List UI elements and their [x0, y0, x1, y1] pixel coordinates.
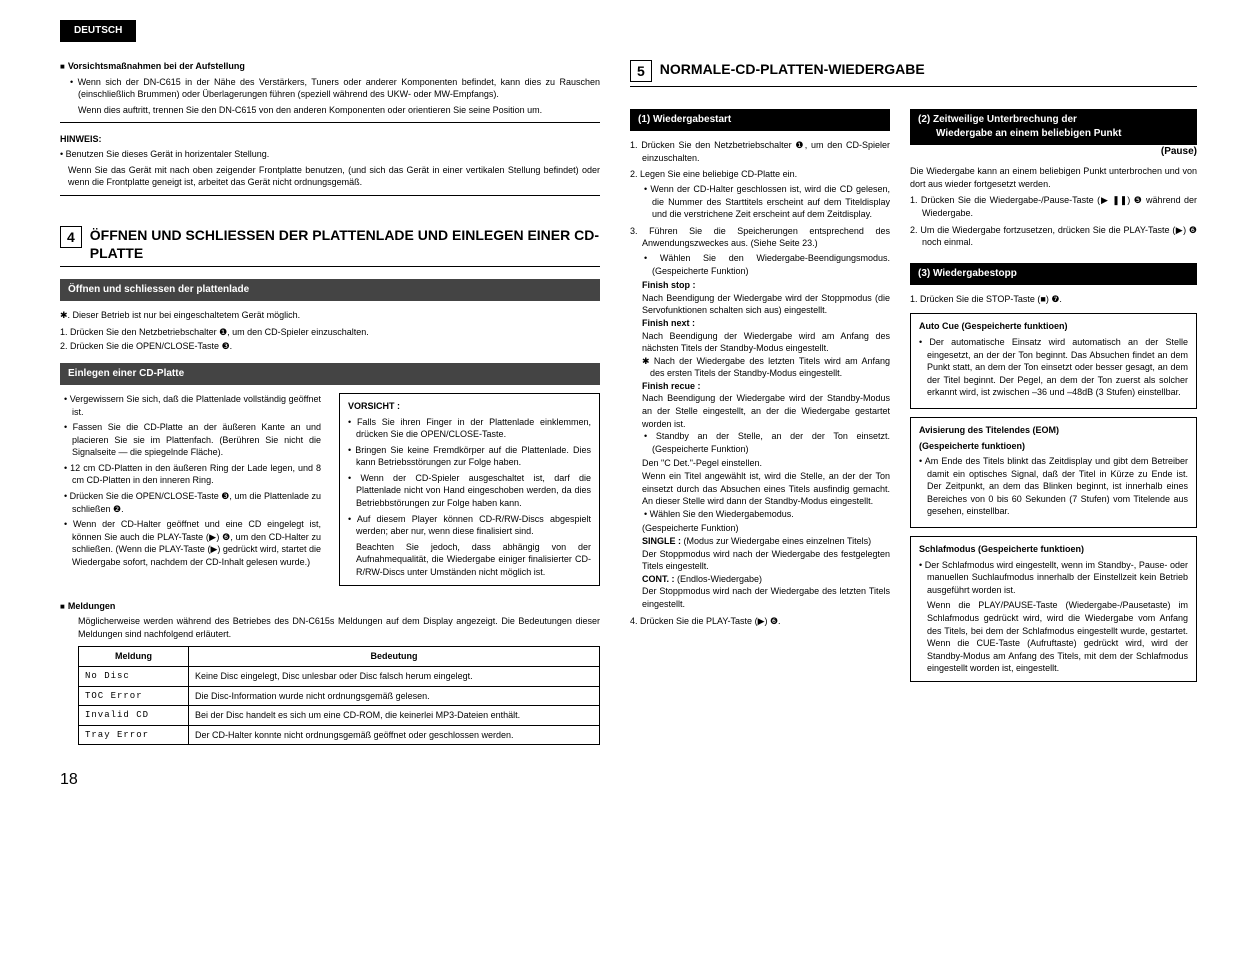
eom-bullet: Am Ende des Titels blinkt das Zeitdispla… [919, 455, 1188, 518]
s51-1: 1. Drücken Sie den Netzbetriebschalter ❶… [630, 139, 890, 164]
s51-3b: Wählen Sie den Wiedergabe-Beendigungsmod… [630, 252, 890, 277]
messages-table: Meldung Bedeutung No Disc Keine Disc ein… [78, 646, 600, 745]
section-4-number: 4 [60, 226, 82, 248]
s4a-step1: 1. Drücken Sie den Netzbetriebschalter ❶… [60, 326, 600, 339]
vorsicht-header: VORSICHT : [348, 400, 591, 413]
precaution-heading: ■Vorsichtsmaßnahmen bei der Aufstellung [60, 60, 600, 73]
section-5-number: 5 [630, 60, 652, 82]
sleep-box: Schlafmodus (Gespeicherte funktioen) Der… [910, 536, 1197, 682]
table-row: TOC Error Die Disc-Information wurde nic… [79, 686, 600, 706]
s4a-step2: 2. Drücken Sie die OPEN/CLOSE-Taste ❸. [60, 340, 600, 353]
hinweis-label: HINWEIS: [60, 133, 600, 146]
single-h: SINGLE : [642, 536, 681, 546]
eom-header-2: (Gespeicherte funktioen) [919, 440, 1188, 453]
left-column: ■Vorsichtsmaßnahmen bei der Aufstellung … [60, 60, 600, 745]
autocue-header: Auto Cue (Gespeicherte funktioen) [919, 320, 1188, 333]
msg-4-desc: Der CD-Halter konnte nicht ordnungsgemäß… [189, 725, 600, 745]
eom-box: Avisierung des Titelendes (EOM) (Gespeic… [910, 417, 1197, 528]
tbl-h2: Bedeutung [189, 647, 600, 667]
right-col-b: (2) Zeitweilige Unterbrechung der Wieder… [910, 99, 1197, 682]
precaution-bullet-1b: Wenn dies auftritt, trennen Sie den DN-C… [60, 104, 600, 117]
s4b-b1: Vergewissern Sie sich, daß die Plattenla… [60, 393, 321, 418]
msg-3-desc: Bei der Disc handelt es sich um eine CD-… [189, 706, 600, 726]
cont-h: CONT. : [642, 574, 675, 584]
meldungen-para: Möglicherweise werden während des Betrie… [60, 615, 600, 640]
vorsicht-b3: Wenn der CD-Spieler ausgeschaltet ist, d… [348, 472, 591, 510]
msg-2-desc: Die Disc-Information wurde nicht ordnung… [189, 686, 600, 706]
finish-next-star: ✱ Nach der Wiedergabe des letzten Titels… [630, 355, 890, 380]
s4b-right: VORSICHT : Falls Sie ihren Finger in der… [339, 393, 600, 586]
precaution-heading-text: Vorsichtsmaßnahmen bei der Aufstellung [68, 61, 245, 71]
msg-1-desc: Keine Disc eingelegt, Disc unlesbar oder… [189, 667, 600, 687]
s52-1: 1. Drücken Sie die Wiedergabe-/Pause-Tas… [910, 194, 1197, 219]
cont-p2: Der Stoppmodus wird nach der Wiedergabe … [630, 585, 890, 610]
hinweis-bullet-cont: Wenn Sie das Gerät mit nach oben zeigend… [60, 164, 600, 189]
sub-5-2b: Wiedergabe an einem beliebigen Punkt [918, 127, 1189, 141]
s51-3d: Wählen Sie den Wiedergabemodus. [630, 508, 890, 521]
finish-recue-h: Finish recue : [642, 381, 701, 391]
meldungen-heading-text: Meldungen [68, 601, 116, 611]
s51-3c: Standby an der Stelle, an der der Ton ei… [630, 430, 890, 455]
s51-3: 3. Führen Sie die Speicherungen entsprec… [630, 225, 890, 250]
section-5-title: NORMALE-CD-PLATTEN-WIEDERGABE [660, 60, 1197, 78]
vorsicht-b4: Auf diesem Player können CD-R/RW-Discs a… [348, 513, 591, 538]
s4a-star: ✱. Dieser Betrieb ist nur bei eingeschal… [60, 309, 600, 322]
table-row: Tray Error Der CD-Halter konnte nicht or… [79, 725, 600, 745]
s4b-b3: 12 cm CD-Platten in den äußeren Ring der… [60, 462, 321, 487]
section-4-title: ÖFFNEN UND SCHLIESSEN DER PLATTENLADE UN… [90, 226, 600, 262]
vorsicht-b1: Falls Sie ihren Finger in der Plattenlad… [348, 416, 591, 441]
s4b-left: Vergewissern Sie sich, daß die Plattenla… [60, 393, 321, 586]
s51-2b: Wenn der CD-Halter geschlossen ist, wird… [630, 183, 890, 221]
sub-4b-bar: Einlegen einer CD-Platte [60, 363, 600, 385]
autocue-bullet: Der automatische Einsatz wird automatisc… [919, 336, 1188, 399]
s51-3d2: (Gespeicherte Funktion) [630, 522, 890, 535]
vorsicht-b2: Bringen Sie keine Fremdkörper auf die Pl… [348, 444, 591, 469]
hinweis-bullet: Benutzen Sie dieses Gerät in horizentale… [60, 148, 600, 161]
tbl-h1: Meldung [79, 647, 189, 667]
sleep-header: Schlafmodus (Gespeicherte funktioen) [919, 543, 1188, 556]
finish-next-h: Finish next : [642, 318, 695, 328]
s53-1: 1. Drücken Sie die STOP-Taste (■) ❼. [910, 293, 1197, 306]
s51-3c3: Wenn ein Titel angewählt ist, wird die S… [630, 470, 890, 508]
finish-stop-h: Finish stop : [642, 280, 696, 290]
msg-4-code: Tray Error [79, 725, 189, 745]
sleep-b1: Der Schlafmodus wird eingestellt, wenn i… [919, 559, 1188, 597]
cont-p: (Endlos-Wiedergabe) [677, 574, 762, 584]
right-col-a: (1) Wiedergabestart 1. Drücken Sie den N… [630, 99, 890, 682]
msg-2-code: TOC Error [79, 686, 189, 706]
finish-next-p: Nach Beendigung der Wiedergabe wird am A… [630, 330, 890, 355]
s4b-b5: Wenn der CD-Halter geöffnet und eine CD … [60, 518, 321, 568]
precaution-bullet-1: Wenn sich der DN-C615 in der Nähe des Ve… [60, 76, 600, 101]
s4b-b4: Drücken Sie die OPEN/CLOSE-Taste ❸, um d… [60, 490, 321, 515]
meldungen-heading: ■Meldungen [60, 600, 600, 613]
sleep-b2: Wenn die PLAY/PAUSE-Taste (Wiedergabe-/P… [919, 599, 1188, 675]
finish-recue-p: Nach Beendigung der Wiedergabe wird der … [630, 392, 890, 430]
s51-2: 2. Legen Sie eine beliebige CD-Platte ei… [630, 168, 890, 181]
s52-2: 2. Um die Wiedergabe fortzusetzen, drück… [910, 224, 1197, 249]
msg-3-code: Invalid CD [79, 706, 189, 726]
vorsicht-box: VORSICHT : Falls Sie ihren Finger in der… [339, 393, 600, 586]
table-row: No Disc Keine Disc eingelegt, Disc unles… [79, 667, 600, 687]
sub-5-2-bar: (2) Zeitweilige Unterbrechung der Wieder… [910, 109, 1197, 145]
right-region: 5 NORMALE-CD-PLATTEN-WIEDERGABE (1) Wied… [630, 60, 1197, 745]
autocue-box: Auto Cue (Gespeicherte funktioen) Der au… [910, 313, 1197, 409]
finish-stop-p: Nach Beendigung der Wiedergabe wird der … [630, 292, 890, 317]
single-p2: Der Stoppmodus wird nach der Wiedergabe … [630, 548, 890, 573]
eom-header-1: Avisierung des Titelendes (EOM) [919, 424, 1188, 437]
sub-5-3-bar: (3) Wiedergabestopp [910, 263, 1197, 285]
sub-5-1-bar: (1) Wiedergabestart [630, 109, 890, 131]
single-p: (Modus zur Wiedergabe eines einzelnen Ti… [684, 536, 872, 546]
table-row: Invalid CD Bei der Disc handelt es sich … [79, 706, 600, 726]
sub-5-2a: (2) Zeitweilige Unterbrechung der [918, 113, 1189, 127]
s51-4: 4. Drücken Sie die PLAY-Taste (▶) ❻. [630, 615, 890, 628]
sub-4a-bar: Öffnen und schliessen der plattenlade [60, 279, 600, 301]
language-badge: DEUTSCH [60, 20, 136, 42]
page-number: 18 [60, 769, 1197, 791]
s52-p: Die Wiedergabe kann an einem beliebigen … [910, 165, 1197, 190]
s4b-b2: Fassen Sie die CD-Platte an der äußeren … [60, 421, 321, 459]
s51-3c2: Den "C Det."-Pegel einstellen. [630, 457, 890, 470]
vorsicht-b4b: Beachten Sie jedoch, dass abhängig von d… [348, 541, 591, 579]
pause-label: (Pause) [910, 145, 1197, 159]
msg-1-code: No Disc [79, 667, 189, 687]
